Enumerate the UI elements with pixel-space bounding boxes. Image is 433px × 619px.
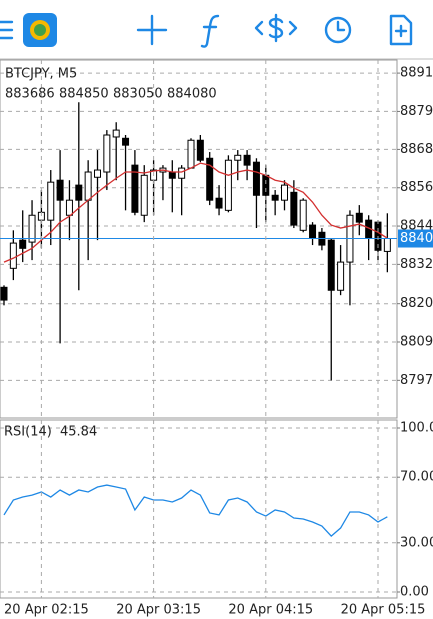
y-tick-label: 880920 <box>400 335 433 350</box>
candle-body <box>224 159 232 211</box>
x-tick-label: 20 Apr 05:15 <box>341 603 426 618</box>
current-price-label: 884080 <box>400 231 433 246</box>
history-button[interactable] <box>324 16 352 44</box>
low-value: 883050 <box>113 87 163 102</box>
candle-body <box>94 169 101 178</box>
y-tick-label: 889130 <box>400 66 433 81</box>
new-order-button[interactable] <box>389 14 413 46</box>
symbol-title: BTCJPY, M5 <box>5 67 77 82</box>
candle-body <box>309 224 317 239</box>
candle-body <box>140 174 148 216</box>
candle-body <box>196 139 204 161</box>
high-value: 884850 <box>59 87 109 102</box>
candle-body <box>299 199 307 231</box>
candle-body <box>383 238 391 252</box>
candle-body <box>187 139 195 169</box>
candle-body <box>112 129 120 138</box>
candle-body <box>281 184 288 201</box>
candle-body <box>19 239 27 249</box>
x-tick-label: 20 Apr 03:15 <box>116 603 201 618</box>
candle-body <box>215 197 223 209</box>
candle-body <box>131 164 139 213</box>
candle-body <box>28 214 36 243</box>
rsi-value: 45.84 <box>60 425 97 440</box>
candle-body <box>0 286 8 301</box>
x-tick-label: 20 Apr 04:15 <box>228 603 313 618</box>
candle-body <box>243 154 251 166</box>
y-tick-label: 100.00 <box>400 421 433 436</box>
rsi-line <box>3 484 388 537</box>
chart-area: 8891308879608868008856308844608832908820… <box>0 59 433 618</box>
candle-body <box>178 167 186 179</box>
candle-body <box>75 184 83 201</box>
y-tick-label: 30.00 <box>400 535 433 550</box>
rsi-title: RSI(14) <box>4 425 52 440</box>
y-tick-label: 885630 <box>400 180 433 195</box>
y-tick-label: 887960 <box>400 104 433 119</box>
candle-body <box>56 179 64 201</box>
y-tick-label: 882090 <box>400 296 433 311</box>
y-tick-label: 0.00 <box>400 584 429 599</box>
candle-body <box>234 154 242 161</box>
indicators-button[interactable] <box>200 14 220 48</box>
candle-body <box>103 134 111 173</box>
y-tick-label: 879750 <box>400 373 433 388</box>
current-price-box <box>398 229 433 248</box>
candle-body <box>271 194 279 201</box>
panel-frame <box>0 419 398 599</box>
toolbar <box>0 0 433 58</box>
candle-body <box>47 181 55 221</box>
y-tick-label: 70.00 <box>400 470 433 485</box>
candle-body <box>262 174 270 196</box>
open-value: 883686 <box>5 87 55 102</box>
candle-body <box>206 157 214 201</box>
candle-body <box>252 161 260 196</box>
candle-body <box>337 261 345 291</box>
y-tick-label: 883290 <box>400 257 433 272</box>
candle-body <box>65 199 73 216</box>
moving-average <box>3 162 388 263</box>
candle-body <box>168 171 176 179</box>
trade-button[interactable] <box>254 13 298 43</box>
candle-body <box>122 137 130 146</box>
close-value: 884080 <box>167 87 217 102</box>
candle-body <box>290 191 298 226</box>
menu-button[interactable] <box>0 13 57 47</box>
candle-body <box>327 239 335 291</box>
ohlc-info: 883686 884850 883050 884080 <box>5 87 217 102</box>
candle-body <box>355 212 363 223</box>
crosshair-button[interactable] <box>136 14 168 46</box>
y-tick-label: 886800 <box>400 142 433 157</box>
candle-body <box>84 171 92 201</box>
candle-body <box>9 242 17 269</box>
x-tick-label: 20 Apr 02:15 <box>4 603 89 618</box>
